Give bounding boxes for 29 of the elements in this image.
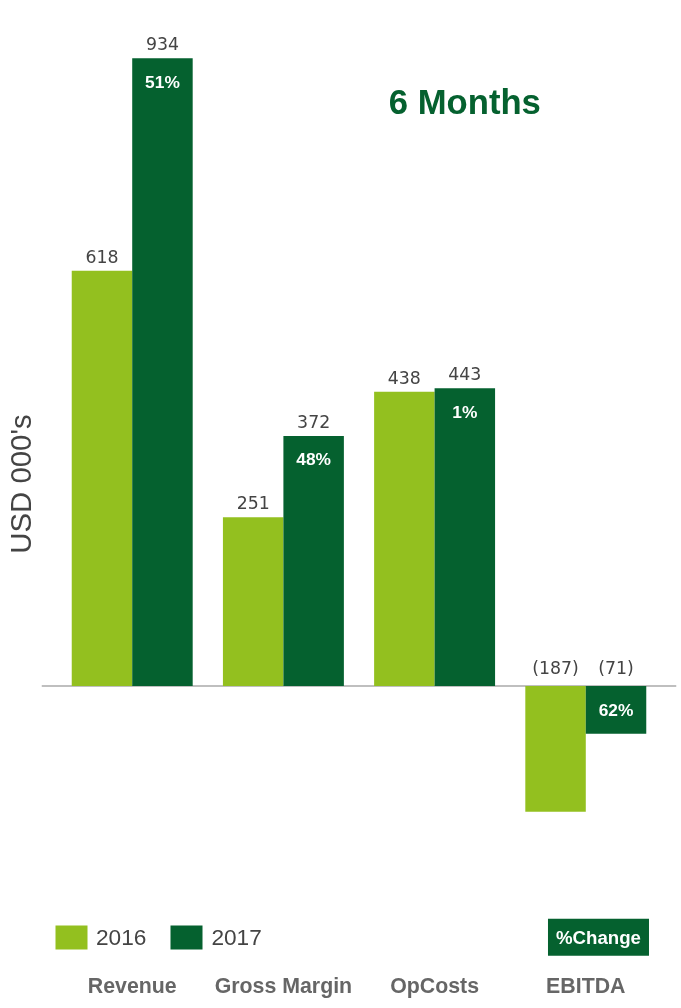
bar: [132, 58, 193, 687]
data-label: 438: [387, 367, 421, 388]
x-tick-label: EBITDA: [546, 973, 626, 998]
data-label: 443: [448, 364, 482, 385]
y-axis-title: USD 000's: [3, 414, 37, 554]
data-label: 618: [85, 246, 119, 267]
data-label: (71): [598, 658, 634, 679]
data-label: 934: [145, 34, 179, 55]
annotation: 48%: [296, 449, 331, 470]
annotation: 1%: [452, 401, 478, 422]
bar: [374, 391, 435, 687]
annotation: 62%: [598, 699, 634, 720]
text: 6 Months: [388, 83, 541, 122]
legend-label: 2017: [211, 923, 262, 951]
bar: [283, 436, 344, 687]
bar: [525, 686, 586, 812]
x-tick-label: OpCosts: [390, 973, 480, 998]
data-label: 251: [236, 493, 270, 514]
x-tick-label: Revenue: [87, 973, 177, 998]
x-tick-label: Gross Margin: [214, 973, 353, 998]
data-label: (187): [532, 658, 579, 679]
bar: [222, 517, 284, 687]
legend-label: 2016: [96, 923, 147, 951]
data-label: 372: [297, 411, 331, 432]
annotation: 51%: [145, 71, 180, 92]
bar: [585, 686, 647, 734]
bar: [434, 388, 496, 687]
bar: [71, 270, 133, 687]
text: %Change: [555, 926, 641, 948]
